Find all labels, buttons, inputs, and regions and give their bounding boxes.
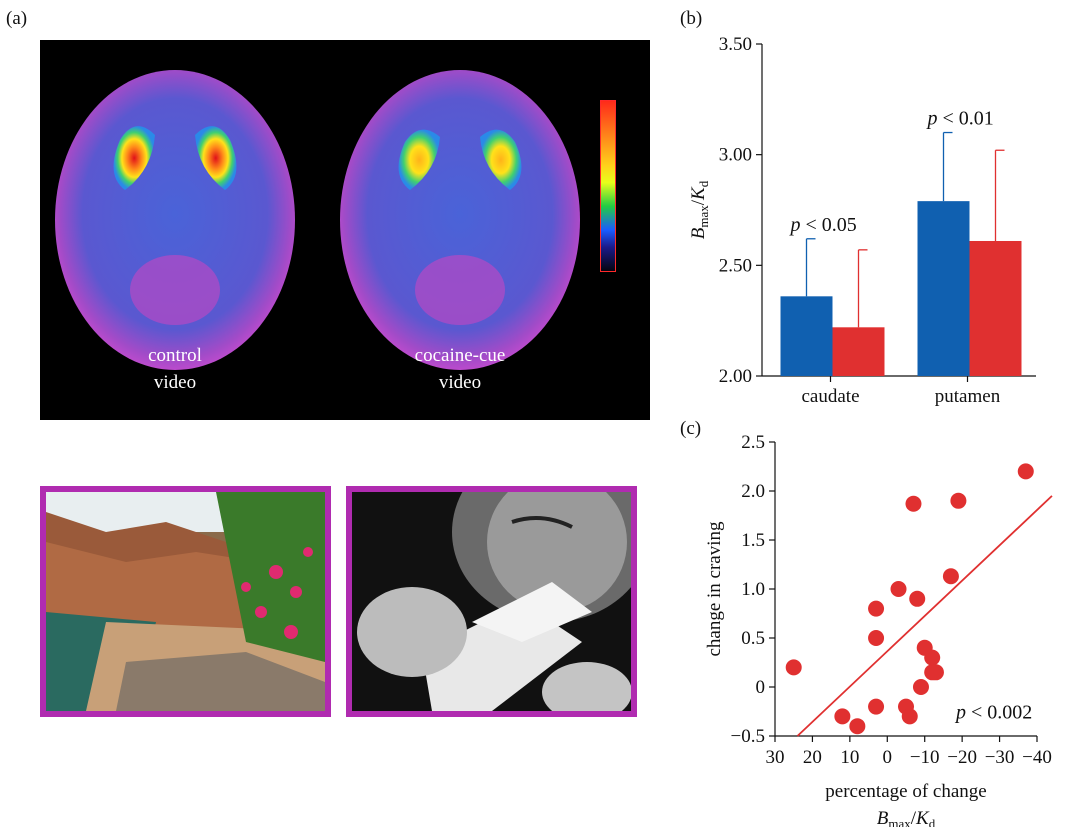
x-tick-label: 20 — [803, 747, 822, 768]
x-axis-label-line1: percentage of change — [825, 781, 986, 802]
data-point — [1017, 463, 1034, 480]
y-tick-label: 1.0 — [741, 579, 765, 600]
y-axis-label: change in craving — [704, 521, 725, 657]
panel-label-c: (c) — [680, 418, 702, 439]
scatter-chart-marks — [785, 463, 1053, 737]
y-tick-label: 3.00 — [719, 145, 752, 166]
cocaine-cue-video-caption: cocaine-cue video — [385, 342, 535, 396]
bar — [780, 296, 833, 376]
canyon-river-image — [46, 492, 325, 711]
data-point — [924, 649, 941, 666]
caption-line: video — [153, 372, 197, 393]
data-point — [834, 708, 851, 725]
caption-line: cocaine-cue — [414, 345, 506, 366]
data-point — [901, 708, 918, 725]
bar — [969, 240, 1022, 376]
x-tick-label: −20 — [947, 747, 977, 768]
bar-chart-text: 2.00 2.50 3.00 3.50 caudate p < 0.05 putamen p … — [688, 34, 1001, 407]
pet-scans-graphic — [55, 70, 580, 370]
color-scale-bar — [600, 100, 616, 272]
x-tick-label: 30 — [766, 747, 785, 768]
data-point — [942, 568, 959, 585]
data-point — [927, 664, 944, 681]
control-video-caption: control video — [110, 342, 240, 396]
y-axis-label: Bmax/Kd — [688, 180, 711, 239]
bar-chart: 2.00 2.50 3.00 3.50 caudate p < 0.05 putamen p … — [688, 34, 1036, 407]
y-tick-label: 0 — [756, 677, 766, 698]
scatter-chart-axes — [769, 441, 1038, 742]
data-point — [868, 698, 885, 715]
y-tick-label: 2.00 — [719, 366, 752, 387]
caption-line: video — [438, 372, 482, 393]
y-tick-label: −0.5 — [731, 726, 765, 747]
bar — [832, 327, 885, 376]
scatter-chart: −0.5 0 0.5 1.0 1.5 2.0 2.5 30 20 10 0 −10 −20 −30 −40 p… — [704, 432, 1053, 827]
p-value-annotation: p < 0.01 — [926, 108, 994, 130]
y-tick-label: 2.0 — [741, 481, 765, 502]
x-tick-label: 0 — [883, 747, 893, 768]
x-tick-label: −10 — [910, 747, 940, 768]
data-point — [868, 630, 885, 646]
data-point — [890, 581, 907, 597]
x-axis-label-line2: Bmax/Kd — [877, 808, 936, 827]
p-value-annotation: p < 0.002 — [954, 701, 1032, 723]
y-tick-label: 2.50 — [719, 255, 752, 276]
data-point — [912, 679, 929, 695]
data-point — [909, 590, 926, 607]
caption-line: control — [148, 345, 202, 366]
panel-label-a: (a) — [6, 8, 28, 29]
regression-line — [796, 495, 1053, 737]
x-tick-label: −40 — [1022, 747, 1052, 768]
p-value-annotation: p < 0.05 — [789, 214, 857, 236]
bar — [917, 201, 970, 376]
nature-photo — [40, 486, 331, 717]
person-with-paper-image — [352, 492, 631, 711]
scatter-chart-text: −0.5 0 0.5 1.0 1.5 2.0 2.5 30 20 10 0 −10 −20 −30 −40 p… — [704, 432, 1052, 827]
data-point — [868, 600, 885, 617]
y-tick-label: 1.5 — [741, 530, 765, 551]
category-label: caudate — [801, 386, 859, 407]
pet-scan-panel: control video cocaine-cue video — [40, 40, 650, 420]
cocaine-cue-brain-scan — [340, 70, 580, 370]
panel-label-b: (b) — [680, 8, 703, 29]
x-tick-label: 10 — [840, 747, 859, 768]
control-brain-scan — [55, 70, 295, 370]
y-tick-label: 0.5 — [741, 628, 765, 649]
data-point — [950, 492, 967, 509]
data-point — [905, 495, 922, 512]
bar-chart-bars — [780, 131, 1022, 376]
cocaine-cue-photo — [346, 486, 637, 717]
y-tick-label: 2.5 — [741, 432, 765, 453]
x-tick-label: −30 — [985, 747, 1015, 768]
y-tick-label: 3.50 — [719, 34, 752, 55]
data-point — [785, 659, 802, 676]
data-point — [849, 718, 866, 735]
category-label: putamen — [935, 386, 1001, 407]
